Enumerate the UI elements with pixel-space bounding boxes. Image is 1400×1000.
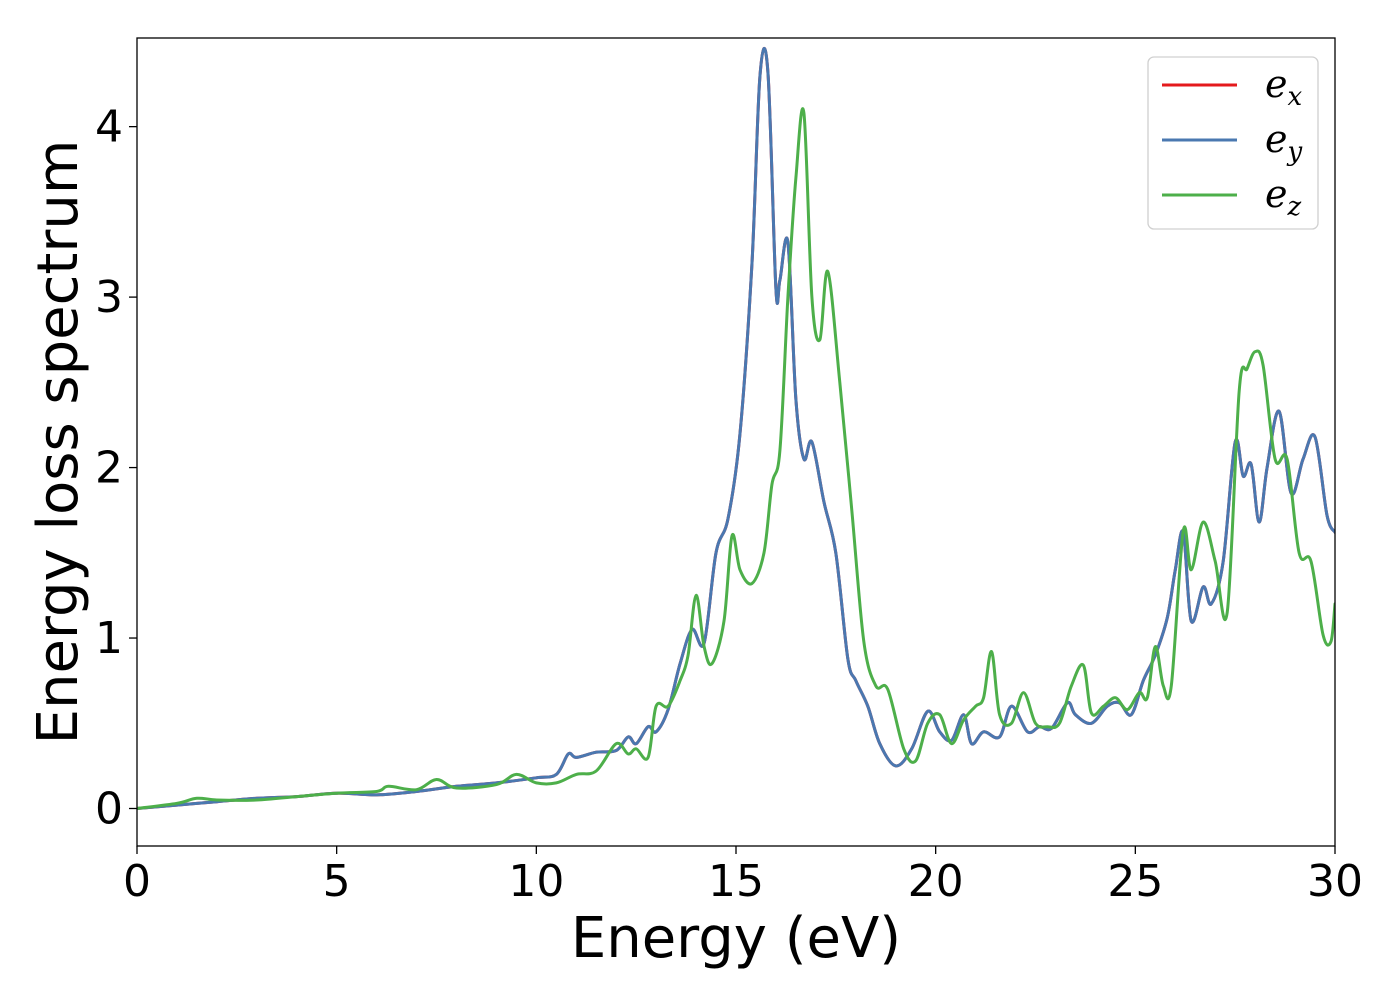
y-tick-label: 1 (95, 613, 123, 664)
series-layer (137, 46, 1335, 810)
x-axis: 0 5 10 15 20 25 30 (123, 846, 1363, 907)
y-tick-label: 3 (95, 272, 123, 323)
y-tick-label: 0 (95, 783, 123, 834)
legend-box (1147, 56, 1319, 230)
x-tick-label: 0 (123, 856, 151, 907)
x-tick-label: 10 (508, 856, 564, 907)
legend-label: ey (1265, 117, 1303, 167)
x-tick-label: 5 (323, 856, 351, 907)
y-tick-label: 4 (95, 102, 123, 153)
series-line-e-z (137, 107, 1335, 810)
y-tick-label: 2 (95, 443, 123, 494)
legend-label: ex (1265, 62, 1303, 112)
y-axis: 0 1 2 3 4 (95, 102, 137, 834)
x-axis-label: Energy (eV) (571, 906, 901, 971)
legend-label: ez (1265, 172, 1302, 222)
x-tick-label: 25 (1107, 856, 1163, 907)
y-axis-label: Energy loss spectrum (26, 140, 91, 745)
series-line-e-y (137, 46, 1335, 810)
x-tick-label: 20 (908, 856, 964, 907)
plot-background (137, 38, 1335, 846)
x-tick-label: 30 (1307, 856, 1363, 907)
x-tick-label: 15 (708, 856, 764, 907)
